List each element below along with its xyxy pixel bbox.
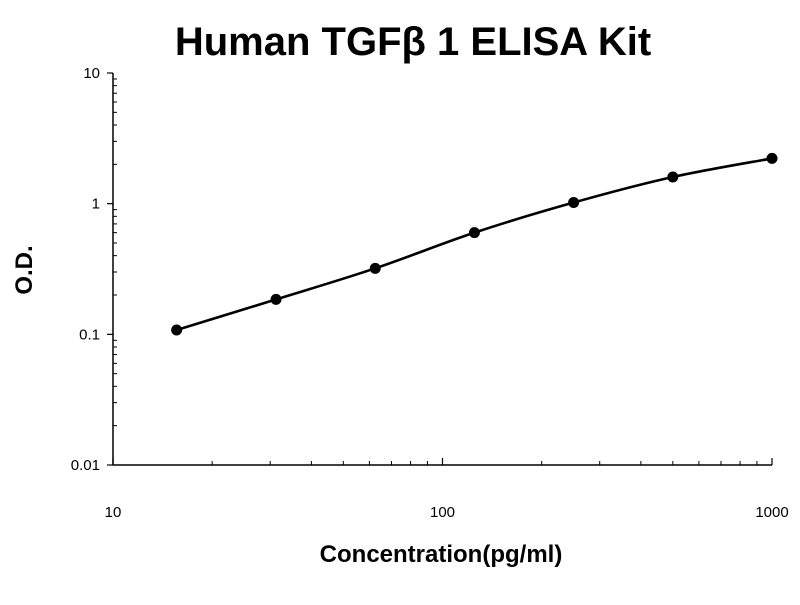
x-tick-label: 100 bbox=[430, 504, 455, 521]
data-point bbox=[369, 262, 381, 274]
tick-marks bbox=[107, 72, 773, 466]
x-tick-label: 10 bbox=[105, 504, 122, 521]
data-point bbox=[667, 171, 679, 183]
data-point bbox=[568, 197, 580, 209]
series-line bbox=[176, 157, 773, 332]
y-tick-label: 10 bbox=[83, 65, 100, 82]
data-point bbox=[270, 293, 282, 305]
data-point bbox=[766, 152, 778, 164]
data-point bbox=[468, 227, 480, 239]
data-point bbox=[171, 324, 183, 336]
y-tick-label: 0.01 bbox=[71, 457, 100, 474]
tick-labels: 0.01 0.1 1 10 10 100 1000 bbox=[71, 65, 789, 521]
data-series bbox=[171, 152, 778, 336]
x-axis-label: Concentration(pg/ml) bbox=[320, 541, 563, 568]
y-tick-label: 1 bbox=[92, 196, 100, 213]
chart-title: Human TGFβ 1 ELISA Kit bbox=[175, 20, 651, 64]
y-axis-label: O.D. bbox=[11, 245, 38, 294]
y-tick-label: 0.1 bbox=[79, 326, 100, 343]
axes bbox=[112, 73, 772, 466]
x-tick-label: 1000 bbox=[755, 504, 788, 521]
